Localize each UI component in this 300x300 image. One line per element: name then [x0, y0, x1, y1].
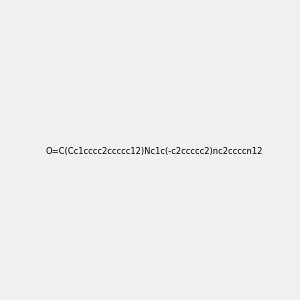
Text: O=C(Cc1cccc2ccccc12)Nc1c(-c2ccccc2)nc2ccccn12: O=C(Cc1cccc2ccccc12)Nc1c(-c2ccccc2)nc2cc…: [45, 147, 262, 156]
